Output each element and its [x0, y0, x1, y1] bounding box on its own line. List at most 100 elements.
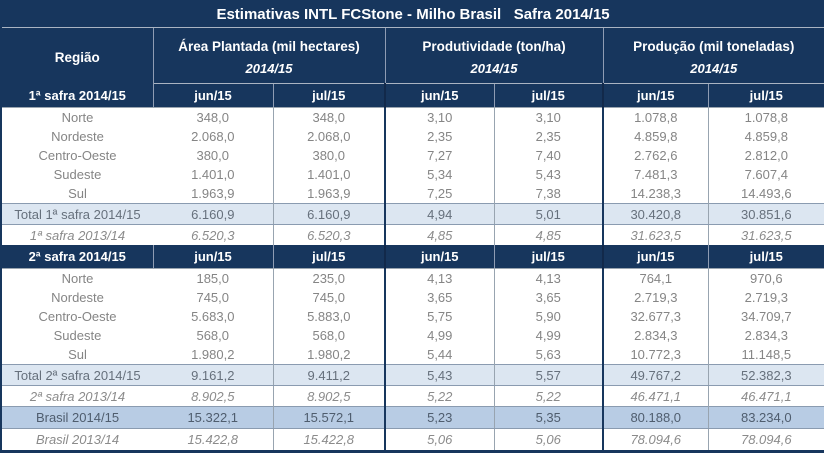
cell-value: 5,57 [494, 364, 604, 386]
cell-value: 31.623,5 [740, 227, 792, 243]
cell-value: 15.422,8 [273, 428, 386, 452]
cell-value: 4,85 [385, 224, 495, 245]
row-label: Sudeste [53, 167, 102, 182]
cell-value: 15.572,1 [273, 406, 386, 429]
cell-value: 2.812,0 [744, 148, 788, 163]
cell-value: 5,22 [494, 385, 604, 407]
cell-value: 2.719,3 [603, 288, 709, 307]
cell-value: 5,06 [385, 428, 495, 452]
cell-value: 4,99 [494, 326, 604, 345]
cell-value: 6.520,3 [153, 224, 274, 245]
brasil-previous-row: Brasil 2013/14 15.422,8 15.422,8 5,06 5,… [1, 428, 824, 452]
row-label: 2ª safra 2013/14 [29, 388, 126, 404]
table-row: Centro-Oeste 5.683,0 5.883,0 5,75 5,90 3… [1, 307, 824, 326]
row-label: 1ª safra 2013/14 [29, 227, 126, 243]
cell-value: 745,0 [153, 288, 274, 307]
cell-value: 1.963,9 [153, 184, 274, 204]
cell-value: 5,06 [494, 428, 604, 452]
table-row: Norte 348,0 348,0 3,10 3,10 1.078,8 1.07… [1, 107, 824, 127]
row-label: Brasil 2013/14 [35, 432, 120, 447]
row-label: Norte [61, 110, 94, 125]
table-row: Sul 1.963,9 1.963,9 7,25 7,38 14.238,3 1… [1, 184, 824, 204]
cell-value: 5,63 [494, 345, 604, 365]
col-header-jul15: jul/15 [494, 83, 604, 108]
cell-value: 30.851,6 [708, 203, 824, 225]
section-1-label: 1ª safra 2014/15 [1, 83, 154, 108]
row-label: Brasil 2014/15 [1, 406, 153, 429]
cell-value: 5,43 [494, 165, 604, 184]
table-row: Sudeste 1.401,0 1.401,0 5,34 5,43 7.481,… [1, 165, 824, 184]
total-row-safra2: Total 2ª safra 2014/15 9.161,2 9.411,2 5… [1, 364, 824, 386]
cell-value: 380,0 [273, 146, 386, 165]
cell-value: 2.719,3 [744, 290, 788, 305]
group-header-area-plantada: Área Plantada (mil hectares) [153, 27, 386, 61]
row-label: Centro-Oeste [38, 148, 117, 163]
cell-value: 7.607,4 [744, 167, 788, 182]
cell-value: 7,27 [385, 146, 495, 165]
total-row-safra1: Total 1ª safra 2014/15 6.160,9 6.160,9 4… [1, 203, 824, 225]
cell-value: 185,0 [153, 268, 274, 288]
col-header-jul15: jul/15 [273, 83, 386, 108]
cell-value: 4,94 [385, 203, 495, 225]
cell-value: 5.883,0 [273, 307, 386, 326]
row-label: Centro-Oeste [38, 309, 117, 324]
cell-value: 2.834,3 [744, 328, 788, 343]
cell-value: 7,38 [494, 184, 604, 204]
cell-value: 15.422,8 [153, 428, 274, 452]
cell-value: 1.078,8 [603, 107, 709, 127]
cell-value: 4,85 [494, 224, 604, 245]
season-label: 2014/15 [603, 61, 824, 84]
col-header-jun15: jun/15 [603, 245, 709, 269]
cell-value: 4,13 [494, 268, 604, 288]
cell-value: 32.677,3 [603, 307, 709, 326]
cell-value: 14.238,3 [603, 184, 709, 204]
cell-value: 235,0 [273, 268, 386, 288]
cell-value: 5.683,0 [153, 307, 274, 326]
cell-value: 5,44 [385, 345, 495, 365]
cell-value: 4,99 [385, 326, 495, 345]
row-label: Nordeste [51, 129, 104, 144]
cell-value: 970,6 [750, 271, 783, 286]
cell-value: 764,1 [603, 268, 709, 288]
row-label: Nordeste [51, 290, 104, 305]
cell-value: 5,01 [494, 203, 604, 225]
cell-value: 31.623,5 [603, 224, 709, 245]
col-header-jul15: jul/15 [708, 245, 824, 269]
cell-value: 52.382,3 [708, 364, 824, 386]
row-label: Sudeste [53, 328, 102, 343]
season-label: 2014/15 [153, 61, 386, 84]
section-2-label: 2ª safra 2014/15 [1, 245, 154, 269]
cell-value: 46.471,1 [740, 388, 792, 404]
cell-value: 4.859,8 [744, 129, 788, 144]
row-label: Sul [68, 347, 87, 362]
cell-value: 2.762,6 [603, 146, 709, 165]
row-label: Total 2ª safra 2014/15 [1, 364, 153, 386]
cell-value: 3,10 [385, 107, 495, 127]
cell-value: 5,35 [494, 406, 604, 429]
cell-value: 9.161,2 [153, 364, 274, 386]
cell-value: 3,65 [385, 288, 495, 307]
cell-value: 6.160,9 [273, 203, 386, 225]
cell-value: 568,0 [273, 326, 386, 345]
cell-value: 15.322,1 [153, 406, 274, 429]
cell-value: 9.411,2 [273, 364, 386, 386]
col-header-jun15: jun/15 [153, 245, 274, 269]
cell-value: 2.068,0 [153, 127, 274, 146]
cell-value: 49.767,2 [603, 364, 709, 386]
cell-value: 5,75 [385, 307, 495, 326]
col-header-jul15: jul/15 [494, 245, 604, 269]
cell-value: 34.709,7 [740, 309, 792, 324]
cell-value: 30.420,8 [603, 203, 709, 225]
cell-value: 1.980,2 [273, 345, 386, 365]
col-header-jul15: jul/15 [273, 245, 386, 269]
cell-value: 348,0 [153, 107, 274, 127]
row-label: Total 1ª safra 2014/15 [1, 203, 153, 225]
cell-value: 5,43 [385, 364, 495, 386]
cell-value: 8.902,5 [273, 385, 386, 407]
cell-value: 80.188,0 [603, 406, 709, 429]
cell-value: 5,34 [385, 165, 495, 184]
previous-season-row-safra2: 2ª safra 2013/14 8.902,5 8.902,5 5,22 5,… [1, 385, 824, 407]
cell-value: 1.401,0 [153, 165, 274, 184]
table-row: Sudeste 568,0 568,0 4,99 4,99 2.834,3 2.… [1, 326, 824, 345]
cell-value: 380,0 [153, 146, 274, 165]
